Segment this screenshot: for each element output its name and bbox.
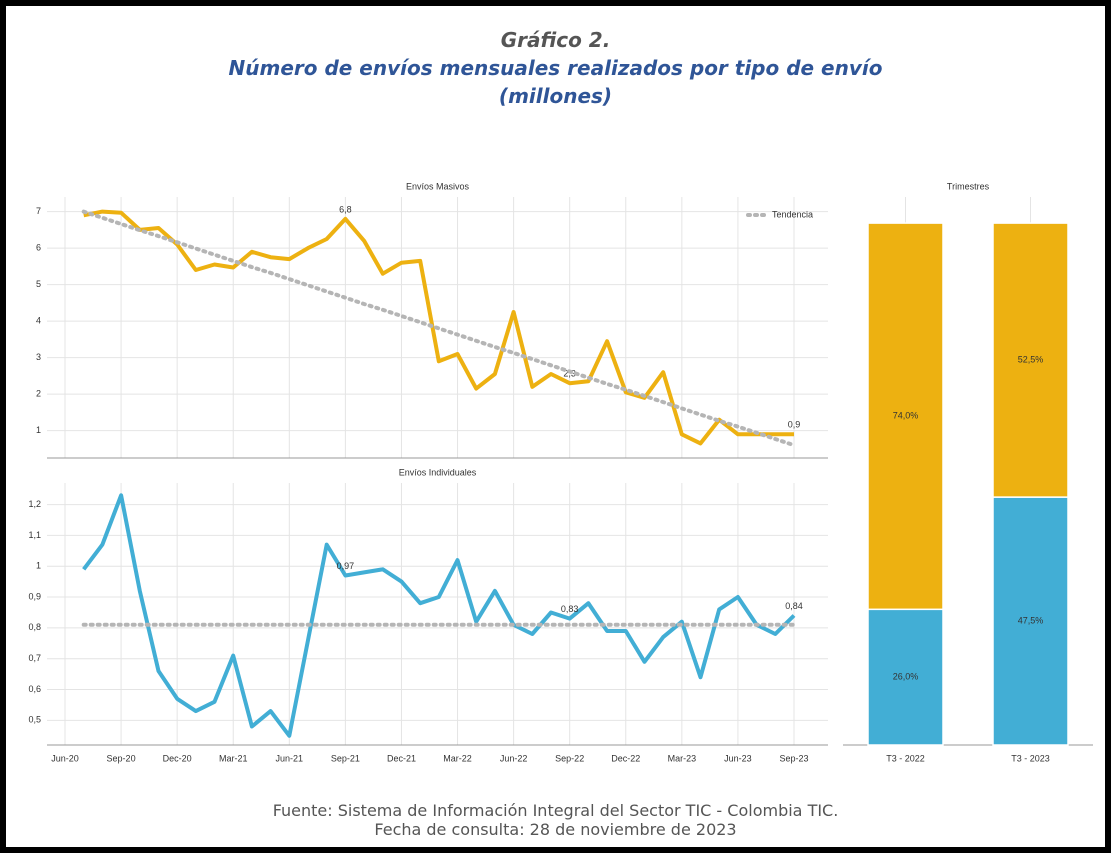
value-label: 0,9 — [788, 420, 801, 430]
x-tick-label: Sep-23 — [779, 753, 808, 763]
x-tick-label: Dec-22 — [611, 753, 640, 763]
y-tick-label: 0,6 — [28, 684, 41, 694]
y-tick-label: 0,9 — [28, 591, 41, 601]
x-tick-label: Mar-22 — [443, 753, 472, 763]
title-line: (millones) — [498, 84, 613, 108]
x-tick-label: Sep-22 — [555, 753, 584, 763]
y-tick-label: 1,1 — [28, 530, 41, 540]
legend-label: Tendencia — [772, 209, 813, 219]
value-label: 0,84 — [785, 601, 803, 611]
y-tick-label: 5 — [36, 279, 41, 289]
y-tick-label: 3 — [36, 352, 41, 362]
trend-line — [81, 209, 796, 448]
y-tick-label: 1 — [36, 561, 41, 571]
y-tick-label: 2 — [36, 388, 41, 398]
y-tick-label: 4 — [36, 315, 41, 325]
x-tick-label: Sep-21 — [331, 753, 360, 763]
x-tick-label: Mar-21 — [219, 753, 248, 763]
plot-area — [47, 483, 828, 745]
panel-title: Envíos Masivos — [406, 181, 470, 191]
value-label: 6,8 — [339, 204, 352, 214]
data-line — [82, 493, 796, 738]
data-line — [83, 209, 794, 446]
x-tick-label: Sep-20 — [107, 753, 136, 763]
y-tick-label: 7 — [36, 206, 41, 216]
value-label: 52,5% — [1018, 354, 1044, 364]
y-tick-label: 1,2 — [28, 499, 41, 509]
date-note: Fecha de consulta: 28 de noviembre de 20… — [374, 820, 737, 839]
y-tick-label: 0,8 — [28, 622, 41, 632]
x-tick-label: Dec-21 — [387, 753, 416, 763]
x-tick-label: Jun-21 — [276, 753, 304, 763]
y-tick-label: 0,5 — [28, 715, 41, 725]
bar-segment — [867, 222, 944, 611]
x-tick-label: T3 - 2023 — [1011, 753, 1050, 763]
x-tick-label: Jun-20 — [51, 753, 79, 763]
y-tick-label: 6 — [36, 242, 41, 252]
value-label: 0,83 — [561, 604, 579, 614]
panel-title: Trimestres — [947, 181, 990, 191]
panel-title: Envíos Individuales — [399, 467, 477, 477]
value-label: 47,5% — [1018, 615, 1044, 625]
bar-segment — [992, 496, 1069, 746]
y-tick-label: 1 — [36, 425, 41, 435]
value-label: 74,0% — [893, 411, 919, 421]
bar-segment — [992, 222, 1069, 498]
x-tick-label: Dec-20 — [163, 753, 192, 763]
value-label: 0,97 — [337, 561, 355, 571]
value-label: 26,0% — [893, 672, 919, 682]
y-tick-label: 0,7 — [28, 653, 41, 663]
source: Fuente: Sistema de Información Integral … — [272, 801, 839, 820]
x-tick-label: Mar-23 — [668, 753, 697, 763]
heading: Gráfico 2. — [500, 28, 611, 52]
x-tick-label: Jun-23 — [724, 753, 752, 763]
x-tick-label: T3 - 2022 — [886, 753, 925, 763]
title-line: Número de envíos mensuales realizados po… — [228, 56, 883, 80]
x-tick-label: Jun-22 — [500, 753, 528, 763]
